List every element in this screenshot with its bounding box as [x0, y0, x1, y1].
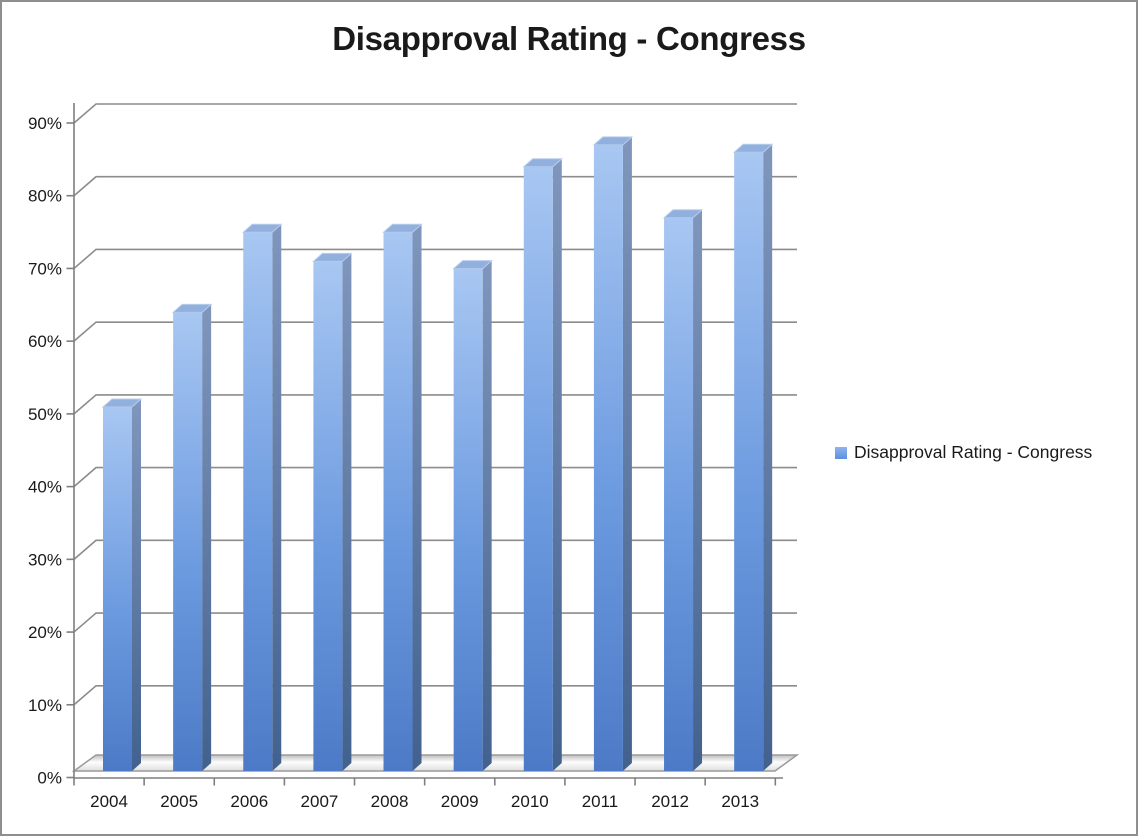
- x-tick-label: 2005: [160, 792, 198, 811]
- bar-2011: [592, 136, 634, 772]
- bar-2013: [732, 143, 774, 771]
- gridline: [73, 539, 797, 560]
- gridline: [73, 684, 797, 706]
- bar-2009: [452, 260, 493, 771]
- gridlines: [73, 103, 797, 706]
- bar-front-face: [523, 166, 553, 771]
- x-tick-label: 2006: [230, 792, 268, 811]
- bar-2004: [101, 398, 143, 771]
- x-tick-label: 2008: [371, 792, 409, 811]
- x-tick-label: 2009: [441, 792, 479, 811]
- y-tick-label: 0%: [37, 769, 62, 788]
- bar-front-face: [313, 261, 343, 771]
- x-tick-label: 2011: [582, 792, 619, 811]
- y-tick-label: 10%: [28, 696, 62, 715]
- bar-side-face: [272, 224, 282, 771]
- y-tick-label: 60%: [28, 332, 62, 351]
- gridline: [73, 103, 797, 124]
- bar-2007: [312, 252, 353, 771]
- bar-front-face: [383, 232, 413, 771]
- y-tick-label: 40%: [28, 478, 62, 497]
- bar-2008: [382, 223, 423, 771]
- x-tick-label: 2004: [90, 792, 128, 811]
- y-tick-label: 50%: [28, 405, 62, 424]
- bar-2005: [171, 303, 213, 771]
- gridline: [73, 248, 797, 270]
- x-axis-labels: 2004 2005 2006 2007 2008 2009 2010 2011 2012 2013: [90, 792, 759, 811]
- legend-marker-icon: [835, 446, 847, 459]
- bar-front-face: [593, 144, 623, 772]
- bar-side-face: [412, 224, 422, 771]
- y-tick-label: 90%: [28, 114, 62, 133]
- bar-side-face: [552, 158, 562, 771]
- bar-2010: [522, 158, 564, 771]
- bar-front-face: [734, 152, 764, 771]
- x-tick-label: 2010: [511, 792, 549, 811]
- chart-title: Disapproval Rating - Congress: [332, 20, 806, 57]
- bar-front-face: [243, 232, 273, 771]
- bar-front-face: [664, 217, 694, 772]
- axes: [66, 103, 783, 786]
- y-tick-label: 70%: [28, 259, 62, 278]
- bar-series: [101, 136, 774, 772]
- x-tick-label: 2013: [721, 792, 759, 811]
- legend: Disapproval Rating - Congress: [835, 442, 1092, 463]
- bar-front-face: [103, 407, 132, 771]
- bar-side-face: [482, 260, 492, 771]
- y-tick-label: 20%: [28, 623, 62, 642]
- x-tick-label: 2007: [301, 792, 339, 811]
- x-tick-label: 2012: [651, 792, 689, 811]
- y-axis-labels: 0% 10% 20% 30% 40% 50% 60% 70% 80% 90%: [28, 114, 62, 788]
- gridline: [73, 612, 797, 633]
- bar-side-face: [132, 399, 141, 771]
- y-tick-label: 30%: [28, 550, 62, 569]
- bar-side-face: [202, 304, 212, 771]
- gridline: [73, 175, 797, 197]
- gridline: [73, 394, 797, 415]
- bar-side-face: [622, 136, 632, 772]
- gridline: [73, 321, 797, 342]
- legend-series-label: Disapproval Rating - Congress: [854, 442, 1093, 462]
- bar-2006: [241, 223, 283, 771]
- bar-side-face: [763, 144, 773, 771]
- gridline: [73, 466, 797, 488]
- bar-front-face: [453, 268, 483, 771]
- bar-front-face: [173, 312, 203, 771]
- y-tick-label: 80%: [28, 187, 62, 206]
- bar-side-face: [342, 253, 352, 771]
- bar-side-face: [693, 209, 703, 772]
- bar-2012: [662, 209, 704, 772]
